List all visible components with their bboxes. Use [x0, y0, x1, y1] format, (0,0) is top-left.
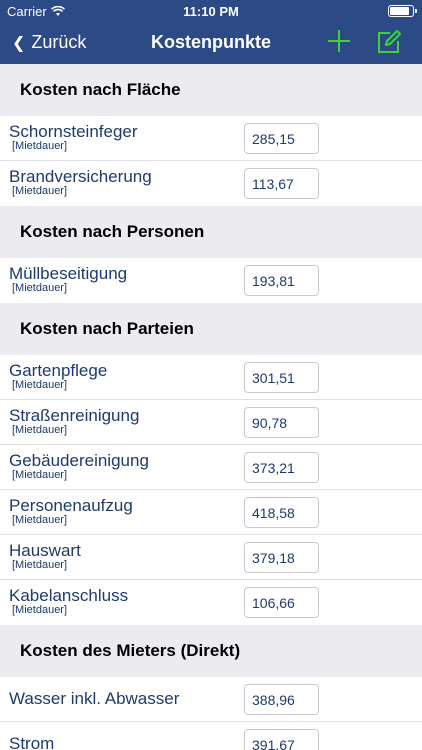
carrier-label: Carrier — [7, 4, 47, 19]
cost-amount-field[interactable]: 418,58 — [244, 497, 319, 528]
section-header: Kosten nach Parteien — [0, 303, 422, 355]
cost-row[interactable]: Müllbeseitigung [Mietdauer] 193,81 — [0, 258, 422, 303]
cost-row[interactable]: Personenaufzug [Mietdauer] 418,58 — [0, 490, 422, 535]
cost-period-label: [Mietdauer] — [12, 514, 68, 526]
cost-period-label: [Mietdauer] — [12, 469, 68, 481]
cost-label: Personenaufzug — [9, 496, 133, 515]
cost-amount-field[interactable]: 373,21 — [244, 452, 319, 483]
cost-label: Gartenpflege — [9, 361, 108, 380]
section-header: Kosten nach Fläche — [0, 64, 422, 116]
cost-period-label: [Mietdauer] — [12, 424, 68, 436]
cost-label: Müllbeseitigung — [9, 264, 128, 283]
cost-period-label: [Mietdauer] — [12, 282, 68, 294]
cost-period-label: [Mietdauer] — [12, 604, 68, 616]
cost-amount-field[interactable]: 285,15 — [244, 123, 319, 154]
page-title: Kostenpunkte — [150, 32, 271, 52]
cost-period-label: [Mietdauer] — [12, 140, 68, 152]
back-button[interactable]: ❮ Zurück — [12, 32, 86, 53]
cost-row[interactable]: Hauswart [Mietdauer] 379,18 — [0, 535, 422, 580]
cost-label: Brandversicherung — [9, 167, 152, 186]
section-header: Kosten des Mieters (Direkt) — [0, 625, 422, 677]
cost-period-label: [Mietdauer] — [12, 185, 68, 197]
cost-row[interactable]: Strom 391,67 — [0, 722, 422, 750]
cost-row[interactable]: Straßenreinigung [Mietdauer] 90,78 — [0, 400, 422, 445]
cost-label: Hauswart — [9, 541, 81, 560]
cost-amount-field[interactable]: 106,66 — [244, 587, 319, 618]
section-rows: Schornsteinfeger [Mietdauer] 285,15 Brandve… — [0, 116, 422, 206]
cost-label: Gebäudereinigung — [9, 451, 149, 470]
battery-fill — [390, 7, 409, 15]
cost-period-label: [Mietdauer] — [12, 379, 68, 391]
nav-header: ❮ Zurück Kostenpunkte — [0, 22, 422, 64]
chevron-left-icon: ❮ — [12, 34, 26, 52]
section-rows: Gartenpflege [Mietdauer] 301,51 Straßenrein… — [0, 355, 422, 625]
compose-icon[interactable] — [376, 29, 402, 55]
cost-amount-field[interactable]: 301,51 — [244, 362, 319, 393]
cost-label: Strom — [9, 734, 55, 750]
cost-amount-field[interactable]: 379,18 — [244, 542, 319, 573]
back-label: Zurück — [31, 32, 87, 52]
battery-icon — [388, 5, 417, 17]
navigation-bar: Carrier 11:10 PM ❮ Zurück Kostenpunkte — [0, 0, 422, 64]
cost-row[interactable]: Gartenpflege [Mietdauer] 301,51 — [0, 355, 422, 400]
cost-row[interactable]: Kabelanschluss [Mietdauer] 106,66 — [0, 580, 422, 625]
wifi-icon — [50, 6, 65, 16]
status-time: 11:10 PM — [183, 4, 239, 19]
cost-amount-field[interactable]: 193,81 — [244, 265, 319, 296]
cost-amount-field[interactable]: 113,67 — [244, 168, 319, 199]
section-rows: Müllbeseitigung [Mietdauer] 193,81 — [0, 258, 422, 303]
cost-row[interactable]: Gebäudereinigung [Mietdauer] 373,21 — [0, 445, 422, 490]
cost-label: Kabelanschluss — [9, 586, 129, 605]
cost-label: Straßenreinigung — [9, 406, 140, 425]
cost-label: Wasser inkl. Abwasser — [9, 689, 180, 708]
cost-label: Schornsteinfeger — [9, 122, 138, 141]
status-bar: Carrier 11:10 PM — [0, 0, 422, 22]
cost-list: Kosten nach Fläche Schornsteinfeger [Mietd… — [0, 64, 422, 750]
carrier-info: Carrier — [7, 4, 65, 19]
section-rows: Wasser inkl. Abwasser 388,96 Strom 391,67 — [0, 677, 422, 750]
cost-row[interactable]: Brandversicherung [Mietdauer] 113,67 — [0, 161, 422, 206]
cost-period-label: [Mietdauer] — [12, 559, 68, 571]
plus-icon[interactable] — [326, 28, 352, 54]
cost-amount-field[interactable]: 90,78 — [244, 407, 319, 438]
cost-row[interactable]: Wasser inkl. Abwasser 388,96 — [0, 677, 422, 722]
cost-amount-field[interactable]: 388,96 — [244, 684, 319, 715]
cost-row[interactable]: Schornsteinfeger [Mietdauer] 285,15 — [0, 116, 422, 161]
section-header: Kosten nach Personen — [0, 206, 422, 258]
cost-amount-field[interactable]: 391,67 — [244, 729, 319, 750]
